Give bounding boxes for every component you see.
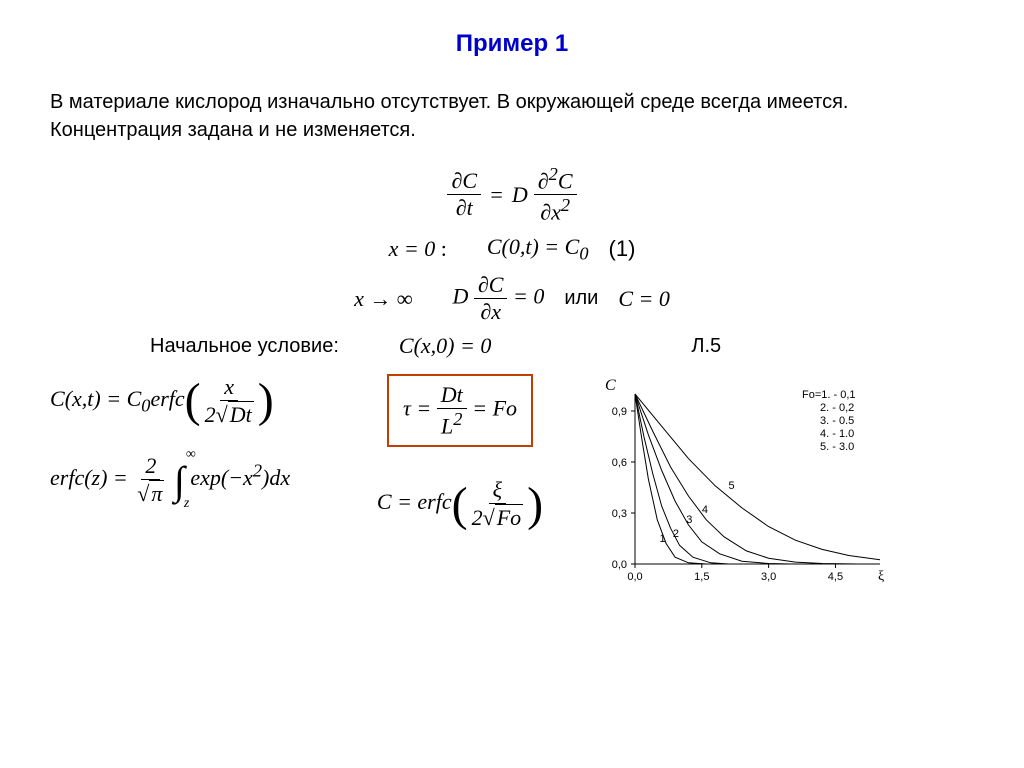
ic-label: Начальное условие: <box>150 335 339 358</box>
svg-text:1,5: 1,5 <box>694 571 709 583</box>
svg-text:3. - 0.5: 3. - 0.5 <box>820 415 854 427</box>
eq-ic: Начальное условие: C(x,0) = 0 Л.5 <box>50 333 974 359</box>
svg-text:0,6: 0,6 <box>612 457 627 469</box>
svg-text:ξ: ξ <box>878 569 884 584</box>
svg-text:2: 2 <box>673 528 679 540</box>
eq-bc2: x → ∞ D ∂C∂x = 0 или C = 0 <box>50 272 974 325</box>
eq1-label: (1) <box>609 236 636 262</box>
lecture-ref: Л.5 <box>691 335 721 358</box>
or-text: или <box>564 287 598 310</box>
slide-title: Пример 1 <box>50 30 974 58</box>
svg-text:0,0: 0,0 <box>612 559 627 571</box>
intro-text: В материале кислород изначально отсутств… <box>50 88 974 144</box>
concentration-chart: 0,0 1,5 3,0 4,5 0,0 0,3 0,6 0,9 Cξ 1234 5 Fo=1. - 0… <box>590 374 890 594</box>
svg-text:3: 3 <box>686 514 692 526</box>
svg-text:0,9: 0,9 <box>612 406 627 418</box>
svg-text:C: C <box>605 377 616 394</box>
eq-diffusion-pde: ∂C∂t = D ∂2C∂x2 <box>50 164 974 226</box>
svg-text:Fo=1. - 0,1: Fo=1. - 0,1 <box>802 389 856 401</box>
svg-text:4. - 1.0: 4. - 1.0 <box>820 428 854 440</box>
svg-text:2. - 0,2: 2. - 0,2 <box>820 402 854 414</box>
svg-text:5. - 3.0: 5. - 3.0 <box>820 441 854 453</box>
svg-text:1: 1 <box>660 533 666 545</box>
svg-text:0,3: 0,3 <box>612 508 627 520</box>
svg-text:4: 4 <box>702 504 708 516</box>
svg-text:4,5: 4,5 <box>828 571 843 583</box>
eq-bc1: x = 0 : C(0,t) = C0 (1) <box>50 234 974 264</box>
svg-text:5: 5 <box>729 480 735 492</box>
eq-tau-fo-boxed: τ = DtL2 = Fo <box>387 374 533 447</box>
svg-text:3,0: 3,0 <box>761 571 776 583</box>
eq-solution-cxt: C(x,t) = C0erfc(x2√Dt) <box>50 374 330 428</box>
eq-c-dimless: C = erfc(ξ2√Fo) <box>330 477 590 531</box>
svg-text:0,0: 0,0 <box>627 571 642 583</box>
eq-erfc-def: erfc(z) = 2√π ∫∞z exp(−x2)dx <box>50 453 330 507</box>
